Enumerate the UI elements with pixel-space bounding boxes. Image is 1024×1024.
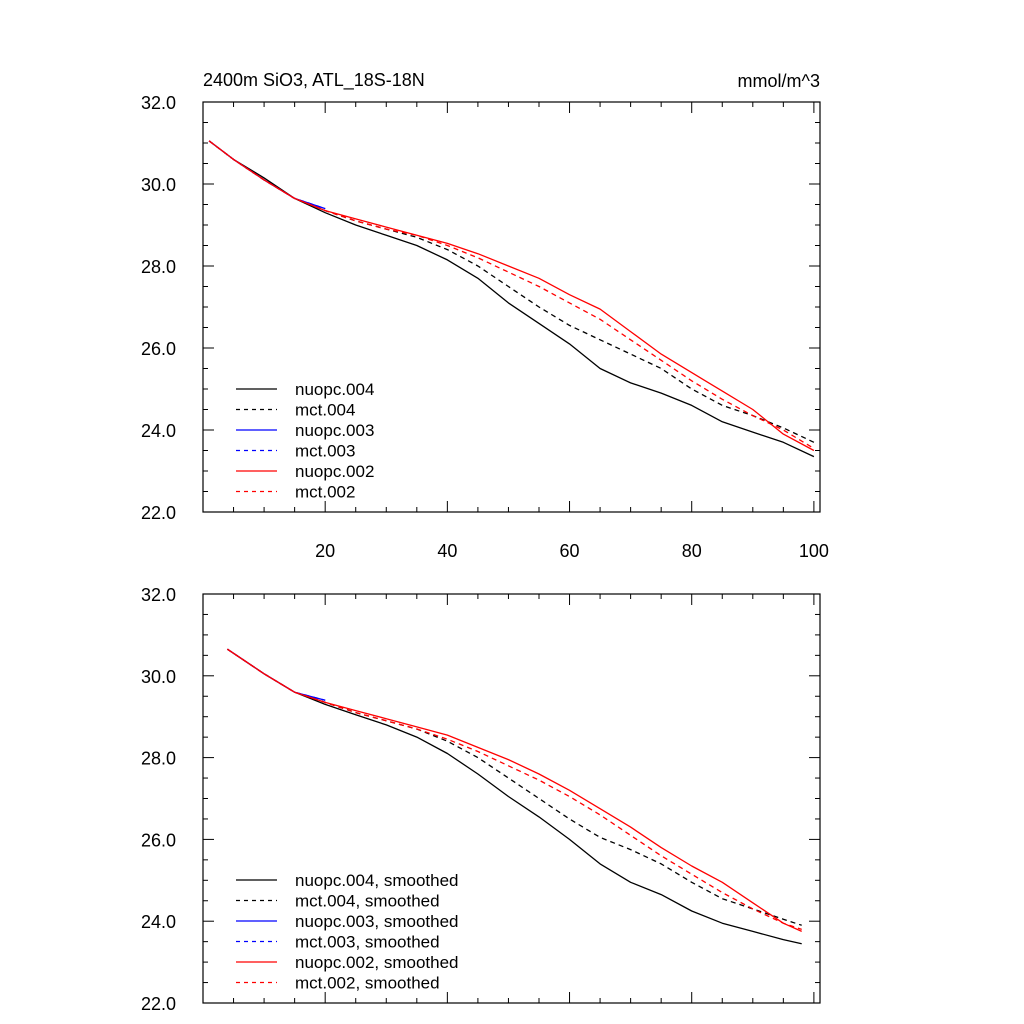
series-line-mct-003-smoothed [227, 648, 326, 701]
x-tick-label: 100 [799, 541, 829, 561]
legend-label: mct.002, smoothed [295, 974, 440, 993]
bottom-panel: 22.0 24.0 26.0 28.0 30.0 32.0 nuopc.004, smoot… [141, 585, 821, 1014]
series-line-nuopc-003 [208, 140, 326, 210]
top-panel: 22.0 24.0 26.0 28.0 30.0 32.0 20 40 60 80 100 nuopc… [141, 93, 829, 561]
legend-label: mct.004, smoothed [295, 892, 440, 911]
y-tick-label: 26.0 [141, 830, 176, 850]
y-tick-label: 28.0 [141, 257, 176, 277]
series-line-nuopc-003-smoothed [227, 648, 326, 701]
y-tick-label: 24.0 [141, 912, 176, 932]
chart-title: 2400m SiO3, ATL_18S-18N [203, 70, 425, 91]
series-line-nuopc-004-smoothed [227, 648, 802, 945]
series-line-mct-002 [208, 140, 815, 449]
legend-label: nuopc.003 [295, 421, 374, 440]
x-tick-label: 60 [560, 541, 580, 561]
legend-label: mct.003, smoothed [295, 933, 440, 952]
legend-label: mct.003 [295, 442, 355, 461]
legend-label: nuopc.004 [295, 380, 374, 399]
series-line-nuopc-004 [208, 140, 815, 458]
x-tick-label: 80 [682, 541, 702, 561]
y-tick-label: 24.0 [141, 421, 176, 441]
x-tick-label: 40 [437, 541, 457, 561]
legend-label: nuopc.002 [295, 462, 374, 481]
series-line-nuopc-002 [208, 140, 815, 452]
y-tick-label: 22.0 [141, 994, 176, 1014]
y-tick-label: 32.0 [141, 93, 176, 113]
series-line-mct-002-smoothed [227, 648, 802, 931]
legend-label: mct.002 [295, 483, 355, 502]
legend-label: nuopc.004, smoothed [295, 871, 459, 890]
units-label: mmol/m^3 [738, 71, 820, 91]
y-tick-label: 28.0 [141, 749, 176, 769]
y-tick-label: 22.0 [141, 503, 176, 523]
legend-label: mct.004 [295, 401, 355, 420]
y-tick-label: 32.0 [141, 585, 176, 605]
legend-label: nuopc.002, smoothed [295, 953, 459, 972]
legend-label: nuopc.003, smoothed [295, 912, 459, 931]
x-tick-label: 20 [315, 541, 335, 561]
series-line-mct-003 [208, 140, 326, 210]
series-line-mct-004 [208, 140, 815, 443]
y-tick-label: 26.0 [141, 339, 176, 359]
y-tick-label: 30.0 [141, 667, 176, 687]
y-tick-label: 30.0 [141, 175, 176, 195]
